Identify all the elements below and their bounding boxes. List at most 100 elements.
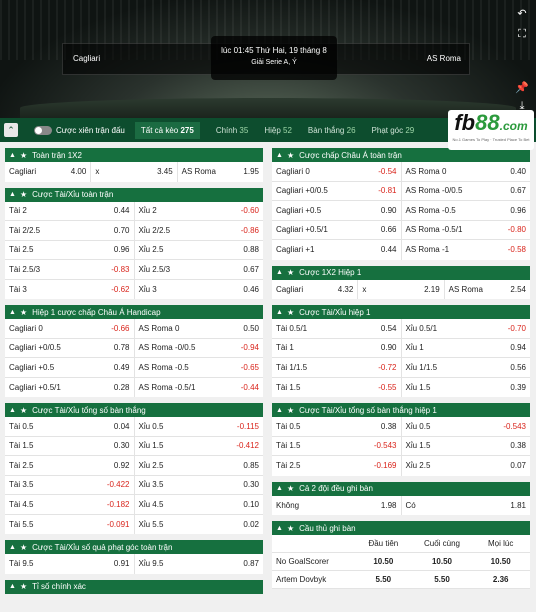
odds-cell[interactable]: Tài 2.5 0.96	[5, 240, 135, 259]
market-section-header[interactable]: ▲ ★ Cầu thủ ghi bàn	[272, 521, 530, 535]
odds-value[interactable]: 2.36	[492, 575, 509, 584]
odds-cell[interactable]: Cagliari +0/0.5 0.78	[5, 338, 135, 357]
odds-cell[interactable]: Tài 3.5 -0.422	[5, 475, 135, 494]
collapse-icon[interactable]: ▲	[276, 308, 283, 316]
favorite-star-icon[interactable]: ★	[19, 190, 28, 199]
odds-cell[interactable]: AS Roma -0.5 -0.65	[135, 358, 264, 377]
favorite-star-icon[interactable]: ★	[19, 542, 28, 552]
odds-value[interactable]: 5.50	[375, 575, 392, 584]
odds-value[interactable]: 10.50	[373, 557, 394, 566]
odds-cell[interactable]: Xỉu 2.5 0.07	[402, 456, 531, 476]
odds-cell[interactable]: Có 1.81	[402, 496, 531, 516]
odds-cell[interactable]: Xỉu 2.5/3 0.67	[135, 260, 264, 279]
odds-cell[interactable]: Tài 2/2.5 0.70	[5, 221, 135, 240]
collapse-icon[interactable]: ▲	[9, 406, 16, 414]
odds-cell[interactable]: Tài 9.5 0.91	[5, 554, 135, 574]
market-section-header[interactable]: ▲ ★ Tỉ số chính xác	[5, 579, 263, 594]
odds-cell[interactable]: Tài 2.5 -0.169	[272, 456, 402, 476]
odds-cell[interactable]: x 3.45	[91, 162, 178, 182]
favorite-star-icon[interactable]: ★	[19, 582, 28, 591]
market-section-header[interactable]: ▲ ★ Cược Tài/Xỉu số quả phạt góc toàn trận	[5, 540, 263, 554]
favorite-star-icon[interactable]: ★	[286, 484, 295, 493]
odds-cell[interactable]: Cagliari 0 -0.66	[5, 319, 135, 338]
odds-cell[interactable]: Tài 0.5 0.04	[5, 417, 135, 436]
odds-cell[interactable]: Xỉu 5.5 0.02	[135, 515, 264, 535]
back-icon[interactable]: ↶	[517, 8, 527, 20]
odds-cell[interactable]: Cagliari +0.5 0.49	[5, 358, 135, 377]
odds-cell[interactable]: Tài 5.5 -0.091	[5, 514, 135, 534]
tab-4[interactable]: Phạt góc 29	[372, 126, 415, 135]
market-section-header[interactable]: ▲ ★ Cược chấp Châu Á toàn trận	[272, 148, 530, 162]
market-section-header[interactable]: ▲ ★ Cược Tài/Xỉu hiệp 1	[272, 305, 530, 319]
odds-cell[interactable]: AS Roma 0 0.40	[402, 162, 531, 181]
odds-cell[interactable]: Cagliari +1 0.44	[272, 240, 402, 260]
odds-cell[interactable]: Tài 0.5 0.38	[272, 417, 402, 436]
market-section-header[interactable]: ▲ ★ Cược Tài/Xỉu tổng số bàn thắng hiệp 1	[272, 403, 530, 417]
odds-cell[interactable]: Cagliari 4.32	[272, 279, 359, 299]
odds-cell[interactable]: Tài 1.5 0.30	[5, 436, 135, 455]
collapse-icon[interactable]: ▲	[9, 191, 16, 198]
collapse-icon[interactable]: ▲	[276, 269, 283, 276]
odds-cell[interactable]: AS Roma -0/0.5 0.67	[402, 182, 531, 201]
odds-cell[interactable]: Xỉu 1.5 0.39	[402, 378, 531, 398]
odds-cell[interactable]: Xỉu 3 0.46	[135, 280, 264, 300]
collapse-icon[interactable]: ▲	[276, 151, 283, 159]
odds-cell[interactable]: AS Roma 0 0.50	[135, 319, 264, 338]
collapse-icon[interactable]: ▲	[9, 543, 16, 551]
favorite-star-icon[interactable]: ★	[286, 307, 295, 317]
collapse-icon[interactable]: ▲	[276, 485, 283, 492]
odds-cell[interactable]: Cagliari +0/0.5 -0.81	[272, 181, 402, 200]
collapse-icon[interactable]: ▲	[276, 524, 283, 532]
market-section-header[interactable]: ▲ ★ Hiệp 1 cược chấp Châu Á Handicap	[5, 305, 263, 319]
favorite-star-icon[interactable]: ★	[286, 268, 295, 277]
odds-cell[interactable]: Tài 1 0.90	[272, 338, 402, 357]
odds-cell[interactable]: Xỉu 9.5 0.87	[135, 554, 264, 574]
odds-cell[interactable]: x 2.19	[358, 279, 445, 299]
odds-cell[interactable]: Xỉu 0.5 -0.543	[402, 417, 531, 436]
odds-cell[interactable]: Cagliari +0.5 0.90	[272, 201, 402, 220]
market-section-header[interactable]: ▲ ★ Cả 2 đội đều ghi bàn	[272, 481, 530, 496]
market-section-header[interactable]: ▲ ★ Cược 1X2 Hiệp 1	[272, 265, 530, 280]
tab-0[interactable]: Tất cả kèo 275	[134, 121, 200, 139]
download-icon[interactable]: ⤓	[519, 100, 525, 112]
tab-1[interactable]: Chính 35	[216, 126, 249, 135]
odds-cell[interactable]: Xỉu 0.5/1 -0.70	[402, 319, 531, 338]
tab-2[interactable]: Hiệp 52	[264, 126, 292, 135]
odds-cell[interactable]: Tài 1.5 -0.543	[272, 436, 402, 455]
favorite-star-icon[interactable]: ★	[286, 405, 295, 415]
odds-value[interactable]: 10.50	[431, 557, 453, 566]
odds-cell[interactable]: Không 1.98	[272, 495, 402, 515]
odds-value[interactable]: 10.50	[490, 557, 511, 566]
collapse-icon[interactable]: ▲	[9, 583, 16, 590]
favorite-star-icon[interactable]: ★	[286, 523, 295, 533]
favorite-star-icon[interactable]: ★	[19, 150, 28, 160]
odds-cell[interactable]: Xỉu 2/2.5 -0.86	[135, 221, 264, 240]
odds-cell[interactable]: Xỉu 1.5 0.38	[402, 437, 531, 456]
collapse-icon[interactable]: ▲	[276, 406, 283, 414]
odds-cell[interactable]: Cagliari 0 -0.54	[272, 162, 402, 181]
collapse-icon[interactable]: ▲	[9, 151, 16, 159]
odds-cell[interactable]: Cagliari 4.00	[5, 162, 92, 182]
odds-cell[interactable]: Xỉu 1/1.5 0.56	[402, 358, 531, 377]
odds-cell[interactable]: Tài 0.5/1 0.54	[272, 319, 402, 338]
odds-cell[interactable]: Tài 1.5 -0.55	[272, 377, 402, 397]
odds-cell[interactable]: AS Roma -0.5/1 -0.80	[402, 221, 531, 240]
odds-cell[interactable]: Xỉu 3.5 0.30	[135, 476, 264, 495]
odds-cell[interactable]: Tài 1/1.5 -0.72	[272, 358, 402, 377]
favorite-star-icon[interactable]: ★	[19, 307, 28, 317]
odds-cell[interactable]: Tài 4.5 -0.182	[5, 495, 135, 514]
odds-value[interactable]: 5.50	[434, 575, 450, 584]
market-section-header[interactable]: ▲ ★ Cược Tài/Xỉu toàn trận	[5, 187, 263, 202]
collapse-up-icon[interactable]: ⌃	[4, 123, 18, 137]
odds-cell[interactable]: Tài 3 -0.62	[5, 279, 135, 299]
collapse-icon[interactable]: ▲	[9, 308, 16, 316]
tab-3[interactable]: Bàn thắng 26	[308, 126, 356, 135]
odds-cell[interactable]: AS Roma -0.5/1 -0.44	[135, 378, 264, 398]
pin-icon[interactable]: 📌	[515, 82, 529, 94]
odds-cell[interactable]: Xỉu 2 -0.60	[135, 202, 264, 221]
odds-cell[interactable]: Xỉu 4.5 0.10	[135, 495, 264, 514]
odds-cell[interactable]: AS Roma -1 -0.58	[402, 240, 531, 260]
odds-cell[interactable]: Xỉu 0.5 -0.115	[135, 417, 264, 436]
parlay-toggle[interactable]	[34, 125, 52, 135]
odds-cell[interactable]: Tài 2 0.44	[5, 201, 135, 220]
